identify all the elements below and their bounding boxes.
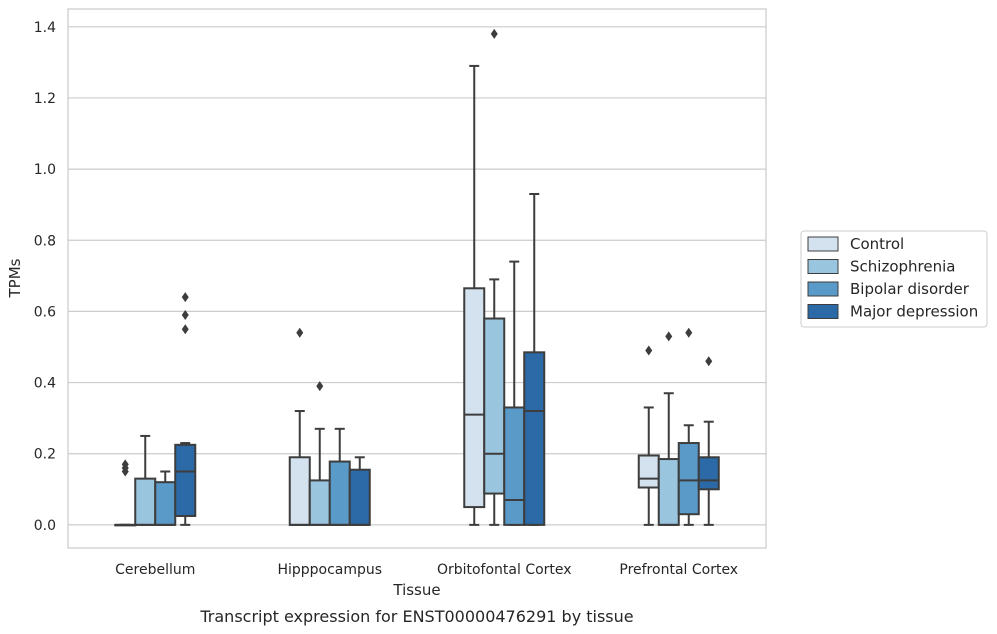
x-tick-label: Hipppocampus xyxy=(277,562,382,578)
box-body xyxy=(154,481,177,526)
y-tick-label: 1.4 xyxy=(34,20,56,36)
box-body xyxy=(288,456,311,526)
outlier-point xyxy=(181,309,189,320)
box xyxy=(503,260,526,526)
y-tick-label: 0.2 xyxy=(34,447,56,463)
outlier-point xyxy=(665,331,673,342)
x-tick-label: Prefrontal Cortex xyxy=(619,562,738,578)
box-body xyxy=(463,287,486,509)
box-body xyxy=(174,443,197,517)
box xyxy=(328,427,351,526)
box-plot-series xyxy=(114,28,720,527)
box xyxy=(308,381,331,526)
outlier-point xyxy=(296,327,304,338)
legend-label: Control xyxy=(850,235,904,253)
series-major-depression xyxy=(174,193,720,526)
box-body xyxy=(697,456,720,491)
legend-swatch xyxy=(807,304,839,319)
legend-swatch xyxy=(807,236,839,252)
plot-frame xyxy=(67,8,767,549)
legend-label: Bipolar disorder xyxy=(850,280,970,298)
legend-swatch xyxy=(807,259,839,274)
y-axis-label: TPMs xyxy=(6,258,24,298)
gridlines xyxy=(68,26,766,526)
y-tick-label: 0.4 xyxy=(34,376,56,392)
outlier-point xyxy=(685,327,693,338)
box-body xyxy=(503,406,526,526)
box-body xyxy=(308,479,331,526)
box-body xyxy=(523,351,546,526)
legend-frame xyxy=(800,230,988,328)
legend-label: Schizophrenia xyxy=(850,258,955,276)
x-tick-label: Cerebellum xyxy=(115,562,195,578)
box xyxy=(463,64,486,526)
box xyxy=(134,434,157,526)
box-body xyxy=(348,468,371,526)
box xyxy=(697,356,720,526)
box xyxy=(677,327,700,526)
outlier-point xyxy=(181,324,189,335)
box xyxy=(174,292,197,526)
outlier-point xyxy=(490,28,498,39)
box xyxy=(154,470,177,526)
outlier-point xyxy=(181,292,189,303)
box-body xyxy=(637,454,660,489)
series-control xyxy=(114,64,660,527)
y-tick-label: 0.8 xyxy=(34,233,56,249)
outlier-point xyxy=(121,459,129,470)
legend: Control Schizophrenia Bipolar disorder Majo… xyxy=(800,230,988,328)
box xyxy=(348,456,371,526)
x-axis-label: Tissue xyxy=(392,581,440,599)
box-body xyxy=(328,460,351,526)
box xyxy=(483,28,506,526)
box-body xyxy=(657,458,680,526)
y-tick-label: 1.2 xyxy=(34,91,56,107)
outlier-point xyxy=(705,356,713,367)
series-schizophrenia xyxy=(134,28,680,526)
series-bipolar-disorder xyxy=(154,260,700,526)
box xyxy=(288,327,311,526)
box-body xyxy=(483,317,506,495)
chart-caption: Transcript expression for ENST0000047629… xyxy=(199,607,633,626)
box xyxy=(114,459,137,527)
box xyxy=(637,345,660,526)
box xyxy=(523,193,546,526)
outlier-point xyxy=(316,381,324,392)
y-tick-label: 0.6 xyxy=(34,304,56,320)
y-tick-label: 0.0 xyxy=(34,518,56,534)
y-axis-ticks: 0.0 0.2 0.4 0.6 0.8 1.0 1.2 1.4 xyxy=(34,20,56,534)
box xyxy=(657,331,680,526)
x-tick-label: Orbitofontal Cortex xyxy=(437,562,572,578)
outlier-point xyxy=(645,345,653,356)
box-body xyxy=(134,477,157,526)
box-body xyxy=(677,442,700,516)
legend-label: Major depression xyxy=(850,303,978,321)
legend-swatch xyxy=(807,281,839,297)
y-tick-label: 1.0 xyxy=(34,162,56,178)
x-axis-ticks: Cerebellum Hipppocampus Orbitofontal Corte… xyxy=(115,562,738,578)
